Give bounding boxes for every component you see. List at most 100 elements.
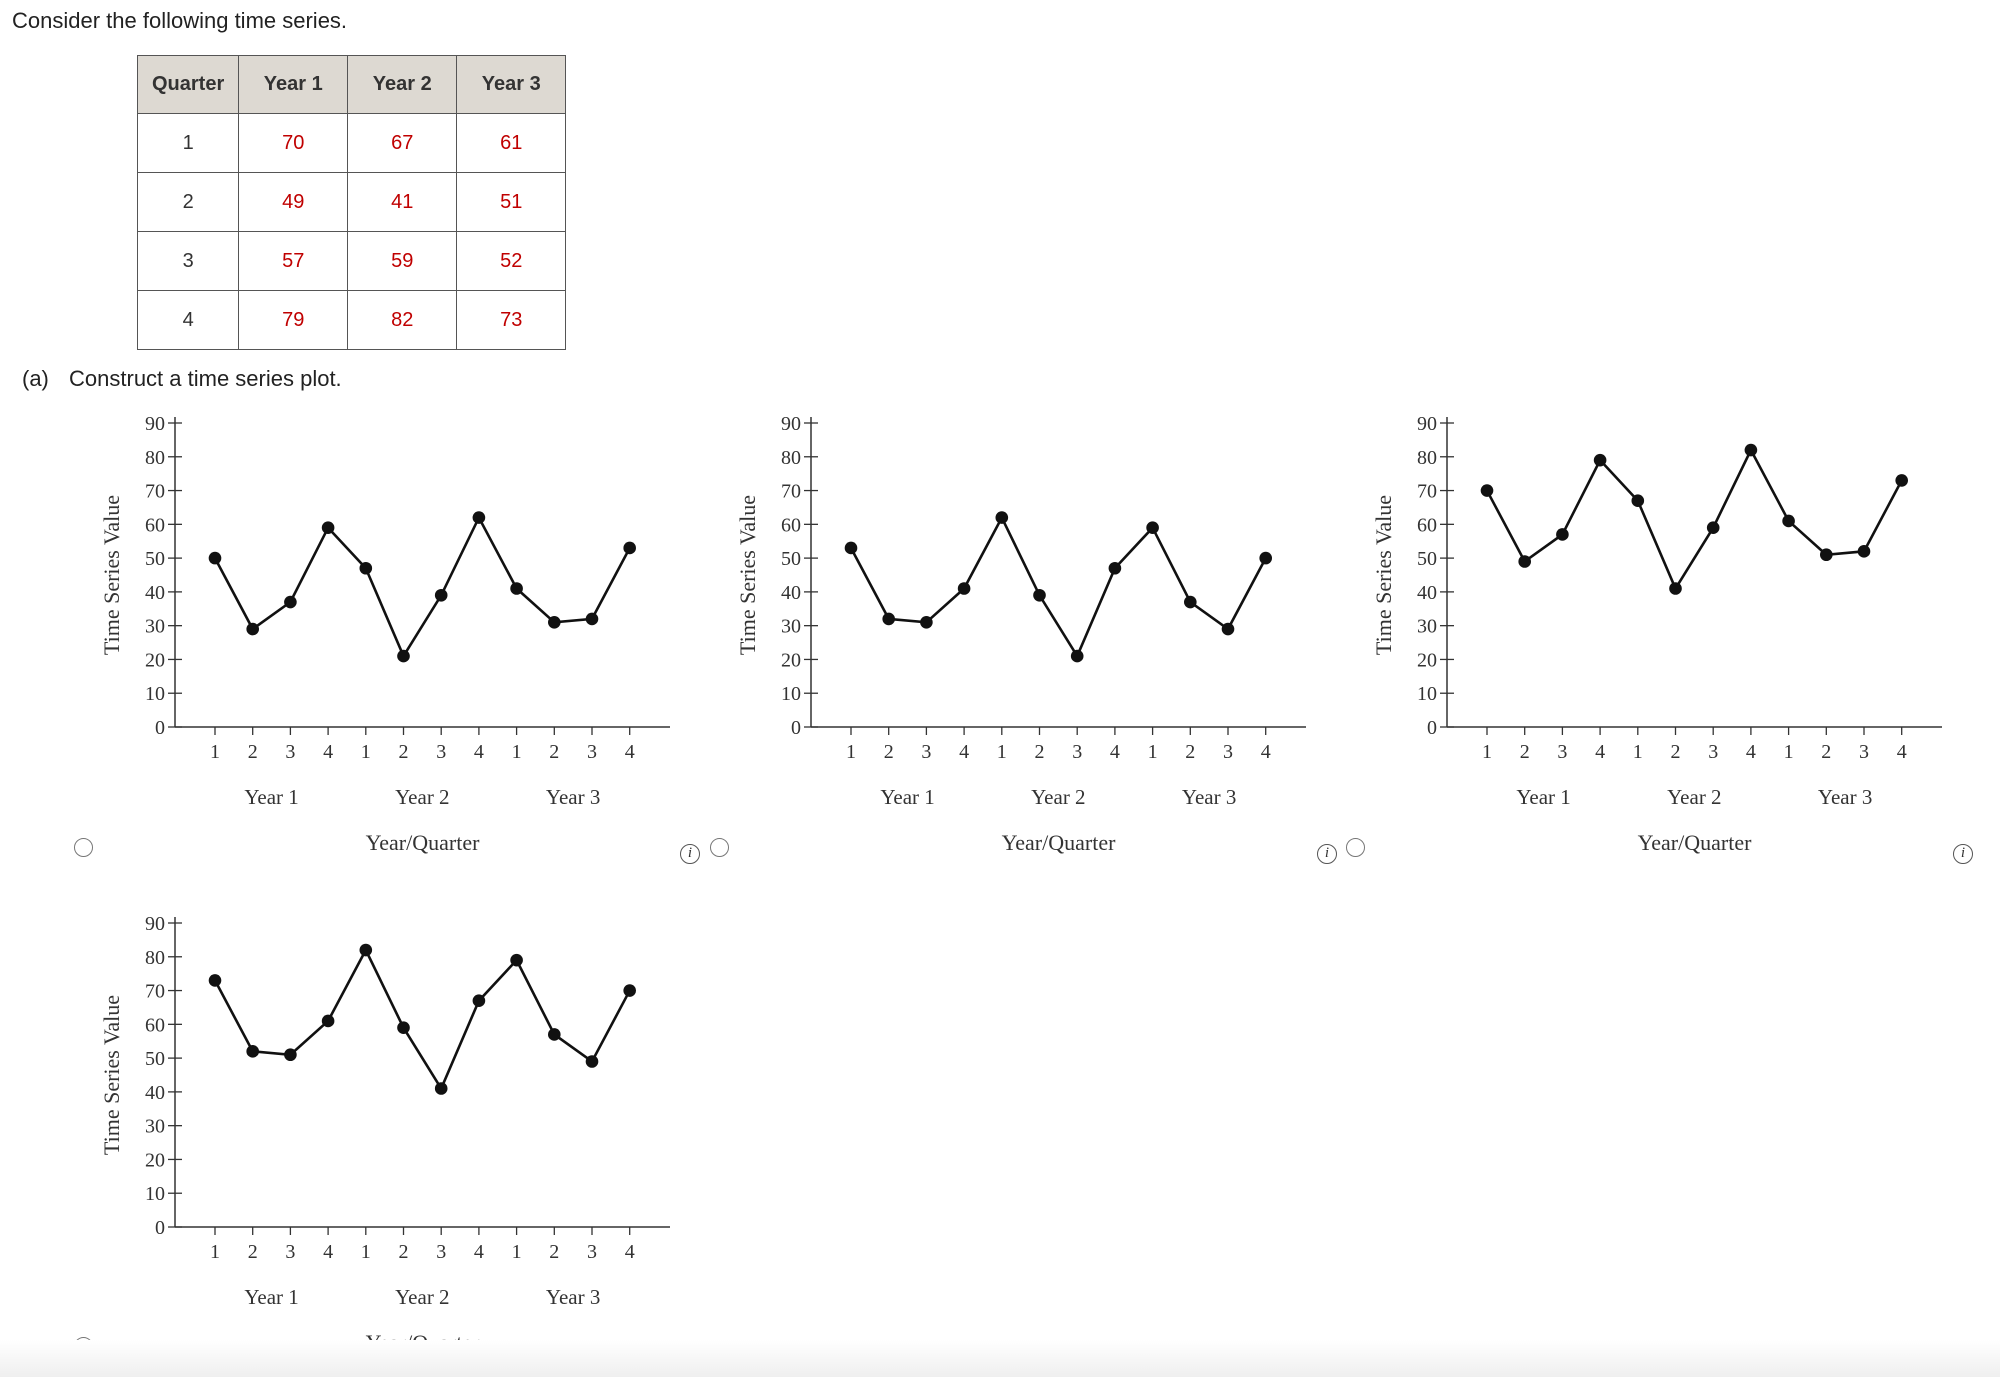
- time-series-table: Quarter Year 1 Year 2 Year 3 1 70 67 61 …: [136, 55, 567, 350]
- data-point: [623, 984, 636, 997]
- data-point: [1221, 622, 1235, 636]
- table-cell: 59: [347, 231, 458, 291]
- data-point: [397, 1021, 410, 1035]
- y-tick-label: 20: [145, 1149, 165, 1171]
- table-cell: 2: [136, 172, 240, 232]
- data-point: [844, 541, 858, 555]
- x-tick-label: 2: [549, 741, 559, 763]
- year-label: Year 1: [1516, 785, 1570, 809]
- x-tick-label: 4: [323, 741, 333, 763]
- data-point: [1033, 588, 1046, 602]
- x-tick-label: 3: [1223, 741, 1233, 763]
- x-tick-label: 4: [1110, 741, 1120, 763]
- intro-text: Consider the following time series.: [12, 8, 348, 33]
- x-tick-label: 2: [1035, 741, 1045, 763]
- part-prompt: Construct a time series plot.: [69, 366, 342, 391]
- x-tick-label: 3: [436, 741, 446, 763]
- y-tick-label: 80: [781, 447, 801, 469]
- y-tick-label: 0: [1427, 717, 1437, 739]
- x-tick-label: 1: [1482, 741, 1492, 763]
- x-tick-label: 3: [921, 741, 931, 763]
- table-header-cell: Quarter: [136, 55, 240, 114]
- y-tick-label: 50: [145, 1048, 165, 1070]
- x-tick-label: 4: [1897, 741, 1907, 763]
- x-tick-label: 4: [323, 1241, 333, 1263]
- x-tick-label: 2: [399, 741, 409, 763]
- x-tick-label: 2: [549, 1241, 559, 1263]
- data-point: [1480, 484, 1494, 497]
- data-point: [284, 595, 297, 609]
- table-header-cell: Year 3: [456, 55, 567, 114]
- year-label: Year 2: [1031, 785, 1085, 809]
- data-point: [246, 622, 259, 636]
- y-tick-label: 0: [791, 717, 801, 739]
- y-tick-label: 50: [1417, 548, 1437, 570]
- x-tick-label: 3: [1557, 741, 1567, 763]
- y-tick-label: 60: [145, 514, 165, 536]
- data-point: [246, 1045, 259, 1058]
- data-point: [1518, 555, 1531, 568]
- y-tick-label: 20: [145, 649, 165, 671]
- data-point: [359, 561, 373, 575]
- data-point: [472, 994, 486, 1007]
- table-cell: 51: [456, 172, 567, 232]
- table-cell: 61: [456, 113, 567, 173]
- x-tick-label: 4: [1595, 741, 1605, 763]
- chart-svg: 0 10 20 30 40 50 60 70 80 90 1 2 3 4 1 2 3 4 1 2 3 4 Year 1 Yea…: [1371, 413, 1942, 855]
- x-tick-label: 4: [625, 1241, 635, 1263]
- table-row: 1 70 67 61: [136, 113, 567, 173]
- y-tick-label: 10: [1417, 683, 1437, 705]
- page-bottom-fade: [0, 1340, 2000, 1377]
- x-tick-label: 3: [587, 741, 597, 763]
- data-point: [1146, 521, 1159, 535]
- data-point: [208, 974, 222, 987]
- data-point: [882, 612, 895, 626]
- y-axis-title: Time Series Value: [735, 495, 760, 655]
- x-tick-label: 3: [285, 741, 295, 763]
- data-point: [1895, 474, 1908, 487]
- table-cell: 82: [347, 290, 458, 350]
- table-header-cell: Year 1: [238, 55, 349, 114]
- table-row: 4 79 82 73: [136, 290, 567, 350]
- table-header-row: Quarter Year 1 Year 2 Year 3: [136, 55, 567, 114]
- table-cell: 3: [136, 231, 240, 291]
- info-icon[interactable]: i: [680, 844, 700, 864]
- series-line: [849, 514, 1267, 659]
- table-cell: 73: [456, 290, 567, 350]
- table-cell: 79: [238, 290, 349, 350]
- year-label: Year 2: [395, 785, 449, 809]
- info-icon[interactable]: i: [1317, 844, 1337, 864]
- y-tick-label: 90: [145, 413, 165, 435]
- option-1-radio[interactable]: [74, 838, 93, 857]
- y-tick-label: 70: [145, 481, 165, 503]
- time-series-plot-option-1: 0 10 20 30 40 50 60 70 80 90 1 2 3 4 1 2 3 4 1 2 3 4 Year 1 Yea…: [95, 405, 735, 875]
- option-3-radio[interactable]: [1346, 838, 1365, 857]
- data-point: [1857, 545, 1871, 558]
- x-tick-label: 4: [1746, 741, 1756, 763]
- y-axis-title: Time Series Value: [99, 995, 124, 1155]
- chart-svg: 0 10 20 30 40 50 60 70 80 90 1 2 3 4 1 2 3 4 1 2 3 4 Year 1 Yea…: [99, 913, 670, 1355]
- year-label: Year 1: [244, 785, 298, 809]
- data-point: [995, 511, 1009, 524]
- table-cell: 4: [136, 290, 240, 350]
- data-point: [548, 615, 561, 629]
- x-tick-label: 1: [846, 741, 856, 763]
- data-point: [1593, 453, 1607, 467]
- year-label: Year 3: [546, 1285, 600, 1309]
- y-tick-label: 30: [145, 1116, 165, 1138]
- x-tick-label: 3: [1072, 741, 1082, 763]
- info-icon[interactable]: i: [1953, 844, 1973, 864]
- data-point: [397, 649, 410, 663]
- data-point: [1108, 561, 1122, 575]
- time-series-plot-option-3: 0 10 20 30 40 50 60 70 80 90 1 2 3 4 1 2 3 4 1 2 3 4 Year 1 Yea…: [1367, 405, 2000, 875]
- option-2-radio[interactable]: [710, 838, 729, 857]
- y-tick-label: 40: [145, 1082, 165, 1104]
- y-tick-label: 40: [781, 582, 801, 604]
- year-label: Year 3: [1818, 785, 1872, 809]
- data-point: [1744, 443, 1758, 457]
- x-tick-label: 1: [1784, 741, 1794, 763]
- y-tick-label: 80: [145, 447, 165, 469]
- data-point: [1631, 494, 1645, 507]
- year-label: Year 1: [244, 1285, 298, 1309]
- data-point: [1184, 595, 1197, 609]
